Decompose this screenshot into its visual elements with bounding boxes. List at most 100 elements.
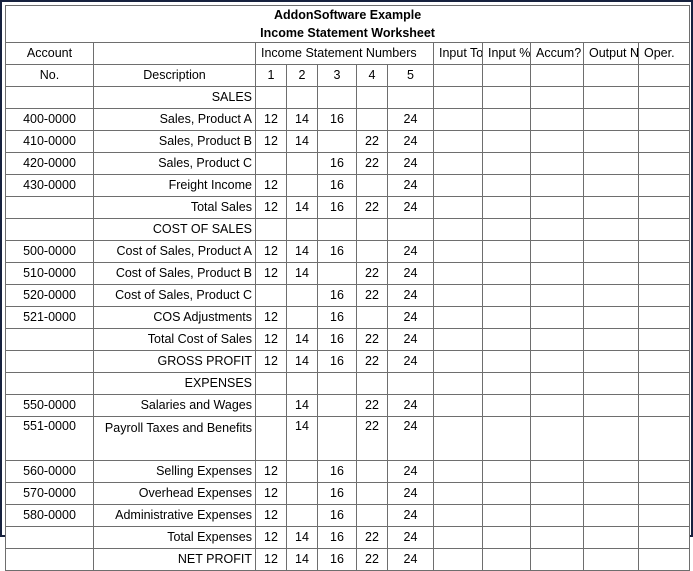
cell-output-no[interactable] (583, 526, 639, 550)
cell-income-statement-number-2[interactable] (286, 86, 318, 110)
cell-account-no[interactable] (5, 548, 94, 571)
cell-income-statement-number-2[interactable] (286, 460, 318, 484)
cell-income-statement-number-2[interactable]: 14 (286, 262, 318, 286)
cell-income-statement-number-2[interactable]: 14 (286, 240, 318, 264)
cell-oper[interactable] (637, 86, 691, 110)
cell-income-statement-number-5[interactable]: 24 (387, 394, 434, 418)
cell-input-percent[interactable] (482, 262, 531, 286)
cell-income-statement-number-3[interactable]: 16 (317, 306, 357, 330)
cell-account-no[interactable]: 510-0000 (5, 262, 94, 286)
cell-income-statement-number-5[interactable]: 24 (387, 526, 434, 550)
cell-input-total[interactable] (433, 526, 483, 550)
cell-account-no[interactable]: 500-0000 (5, 240, 94, 264)
cell-income-statement-number-4[interactable]: 22 (356, 416, 388, 462)
cell-input-percent[interactable] (482, 240, 531, 264)
cell-input-percent[interactable] (482, 482, 531, 506)
cell-input-total[interactable] (433, 328, 483, 352)
cell-income-statement-number-2[interactable] (286, 306, 318, 330)
cell-input-total[interactable] (433, 174, 483, 198)
cell-income-statement-number-4[interactable] (356, 218, 388, 242)
cell-income-statement-number-1[interactable]: 12 (255, 350, 287, 374)
cell-account-no[interactable]: 420-0000 (5, 152, 94, 176)
cell-oper[interactable] (637, 394, 691, 418)
cell-income-statement-number-4[interactable]: 22 (356, 350, 388, 374)
cell-income-statement-number-3[interactable]: 16 (317, 108, 357, 132)
cell-income-statement-number-5[interactable] (387, 218, 434, 242)
cell-income-statement-number-3[interactable]: 16 (317, 196, 357, 220)
cell-output-no[interactable] (583, 284, 639, 308)
cell-input-percent[interactable] (482, 306, 531, 330)
cell-input-percent[interactable] (482, 526, 531, 550)
cell-output-no[interactable] (583, 240, 639, 264)
cell-income-statement-number-4[interactable]: 22 (356, 548, 388, 571)
cell-output-no[interactable] (583, 372, 639, 396)
cell-income-statement-number-2[interactable]: 14 (286, 526, 318, 550)
cell-income-statement-number-2[interactable]: 14 (286, 328, 318, 352)
cell-accum[interactable] (530, 372, 584, 396)
cell-input-percent[interactable] (482, 152, 531, 176)
cell-input-percent[interactable] (482, 394, 531, 418)
cell-income-statement-number-1[interactable]: 12 (255, 174, 287, 198)
cell-input-percent[interactable] (482, 86, 531, 110)
cell-input-total[interactable] (433, 350, 483, 374)
cell-income-statement-number-5[interactable]: 24 (387, 548, 434, 571)
cell-section-heading[interactable]: COST OF SALES (93, 218, 256, 242)
cell-section-heading[interactable]: EXPENSES (93, 372, 256, 396)
cell-income-statement-number-2[interactable]: 14 (286, 416, 318, 462)
cell-account-no[interactable]: 570-0000 (5, 482, 94, 506)
cell-oper[interactable] (637, 196, 691, 220)
cell-income-statement-number-5[interactable] (387, 372, 434, 396)
cell-account-no[interactable]: 551-0000 (5, 416, 94, 462)
cell-income-statement-number-1[interactable]: 12 (255, 240, 287, 264)
cell-income-statement-number-4[interactable]: 22 (356, 526, 388, 550)
cell-input-percent[interactable] (482, 130, 531, 154)
cell-income-statement-number-5[interactable]: 24 (387, 460, 434, 484)
cell-income-statement-number-5[interactable]: 24 (387, 262, 434, 286)
cell-description[interactable]: Freight Income (93, 174, 256, 198)
cell-input-percent[interactable] (482, 548, 531, 571)
cell-income-statement-number-5[interactable]: 24 (387, 152, 434, 176)
cell-account-no[interactable] (5, 196, 94, 220)
cell-output-no[interactable] (583, 306, 639, 330)
cell-income-statement-number-2[interactable] (286, 482, 318, 506)
cell-income-statement-number-4[interactable]: 22 (356, 394, 388, 418)
cell-description[interactable]: Selling Expenses (93, 460, 256, 484)
cell-income-statement-number-4[interactable]: 22 (356, 152, 388, 176)
cell-input-total[interactable] (433, 394, 483, 418)
cell-input-total[interactable] (433, 284, 483, 308)
cell-description[interactable]: GROSS PROFIT (93, 350, 256, 374)
cell-income-statement-number-1[interactable]: 12 (255, 548, 287, 571)
cell-description[interactable]: Sales, Product A (93, 108, 256, 132)
cell-oper[interactable] (637, 240, 691, 264)
cell-income-statement-number-3[interactable]: 16 (317, 526, 357, 550)
cell-input-total[interactable] (433, 196, 483, 220)
cell-oper[interactable] (637, 284, 691, 308)
cell-accum[interactable] (530, 174, 584, 198)
cell-income-statement-number-2[interactable]: 14 (286, 196, 318, 220)
cell-output-no[interactable] (583, 218, 639, 242)
cell-input-total[interactable] (433, 152, 483, 176)
cell-income-statement-number-5[interactable]: 24 (387, 196, 434, 220)
cell-oper[interactable] (637, 130, 691, 154)
cell-income-statement-number-4[interactable] (356, 174, 388, 198)
cell-input-total[interactable] (433, 416, 483, 462)
cell-income-statement-number-2[interactable]: 14 (286, 130, 318, 154)
cell-output-no[interactable] (583, 174, 639, 198)
cell-income-statement-number-3[interactable]: 16 (317, 460, 357, 484)
cell-oper[interactable] (637, 372, 691, 396)
cell-income-statement-number-3[interactable] (317, 86, 357, 110)
cell-accum[interactable] (530, 394, 584, 418)
cell-input-total[interactable] (433, 218, 483, 242)
cell-income-statement-number-3[interactable]: 16 (317, 504, 357, 528)
cell-input-percent[interactable] (482, 350, 531, 374)
cell-input-total[interactable] (433, 482, 483, 506)
cell-income-statement-number-1[interactable]: 12 (255, 526, 287, 550)
cell-oper[interactable] (637, 504, 691, 528)
cell-output-no[interactable] (583, 152, 639, 176)
cell-income-statement-number-1[interactable]: 12 (255, 306, 287, 330)
cell-income-statement-number-2[interactable]: 14 (286, 350, 318, 374)
cell-output-no[interactable] (583, 108, 639, 132)
cell-output-no[interactable] (583, 350, 639, 374)
cell-description[interactable]: Cost of Sales, Product A (93, 240, 256, 264)
cell-output-no[interactable] (583, 262, 639, 286)
